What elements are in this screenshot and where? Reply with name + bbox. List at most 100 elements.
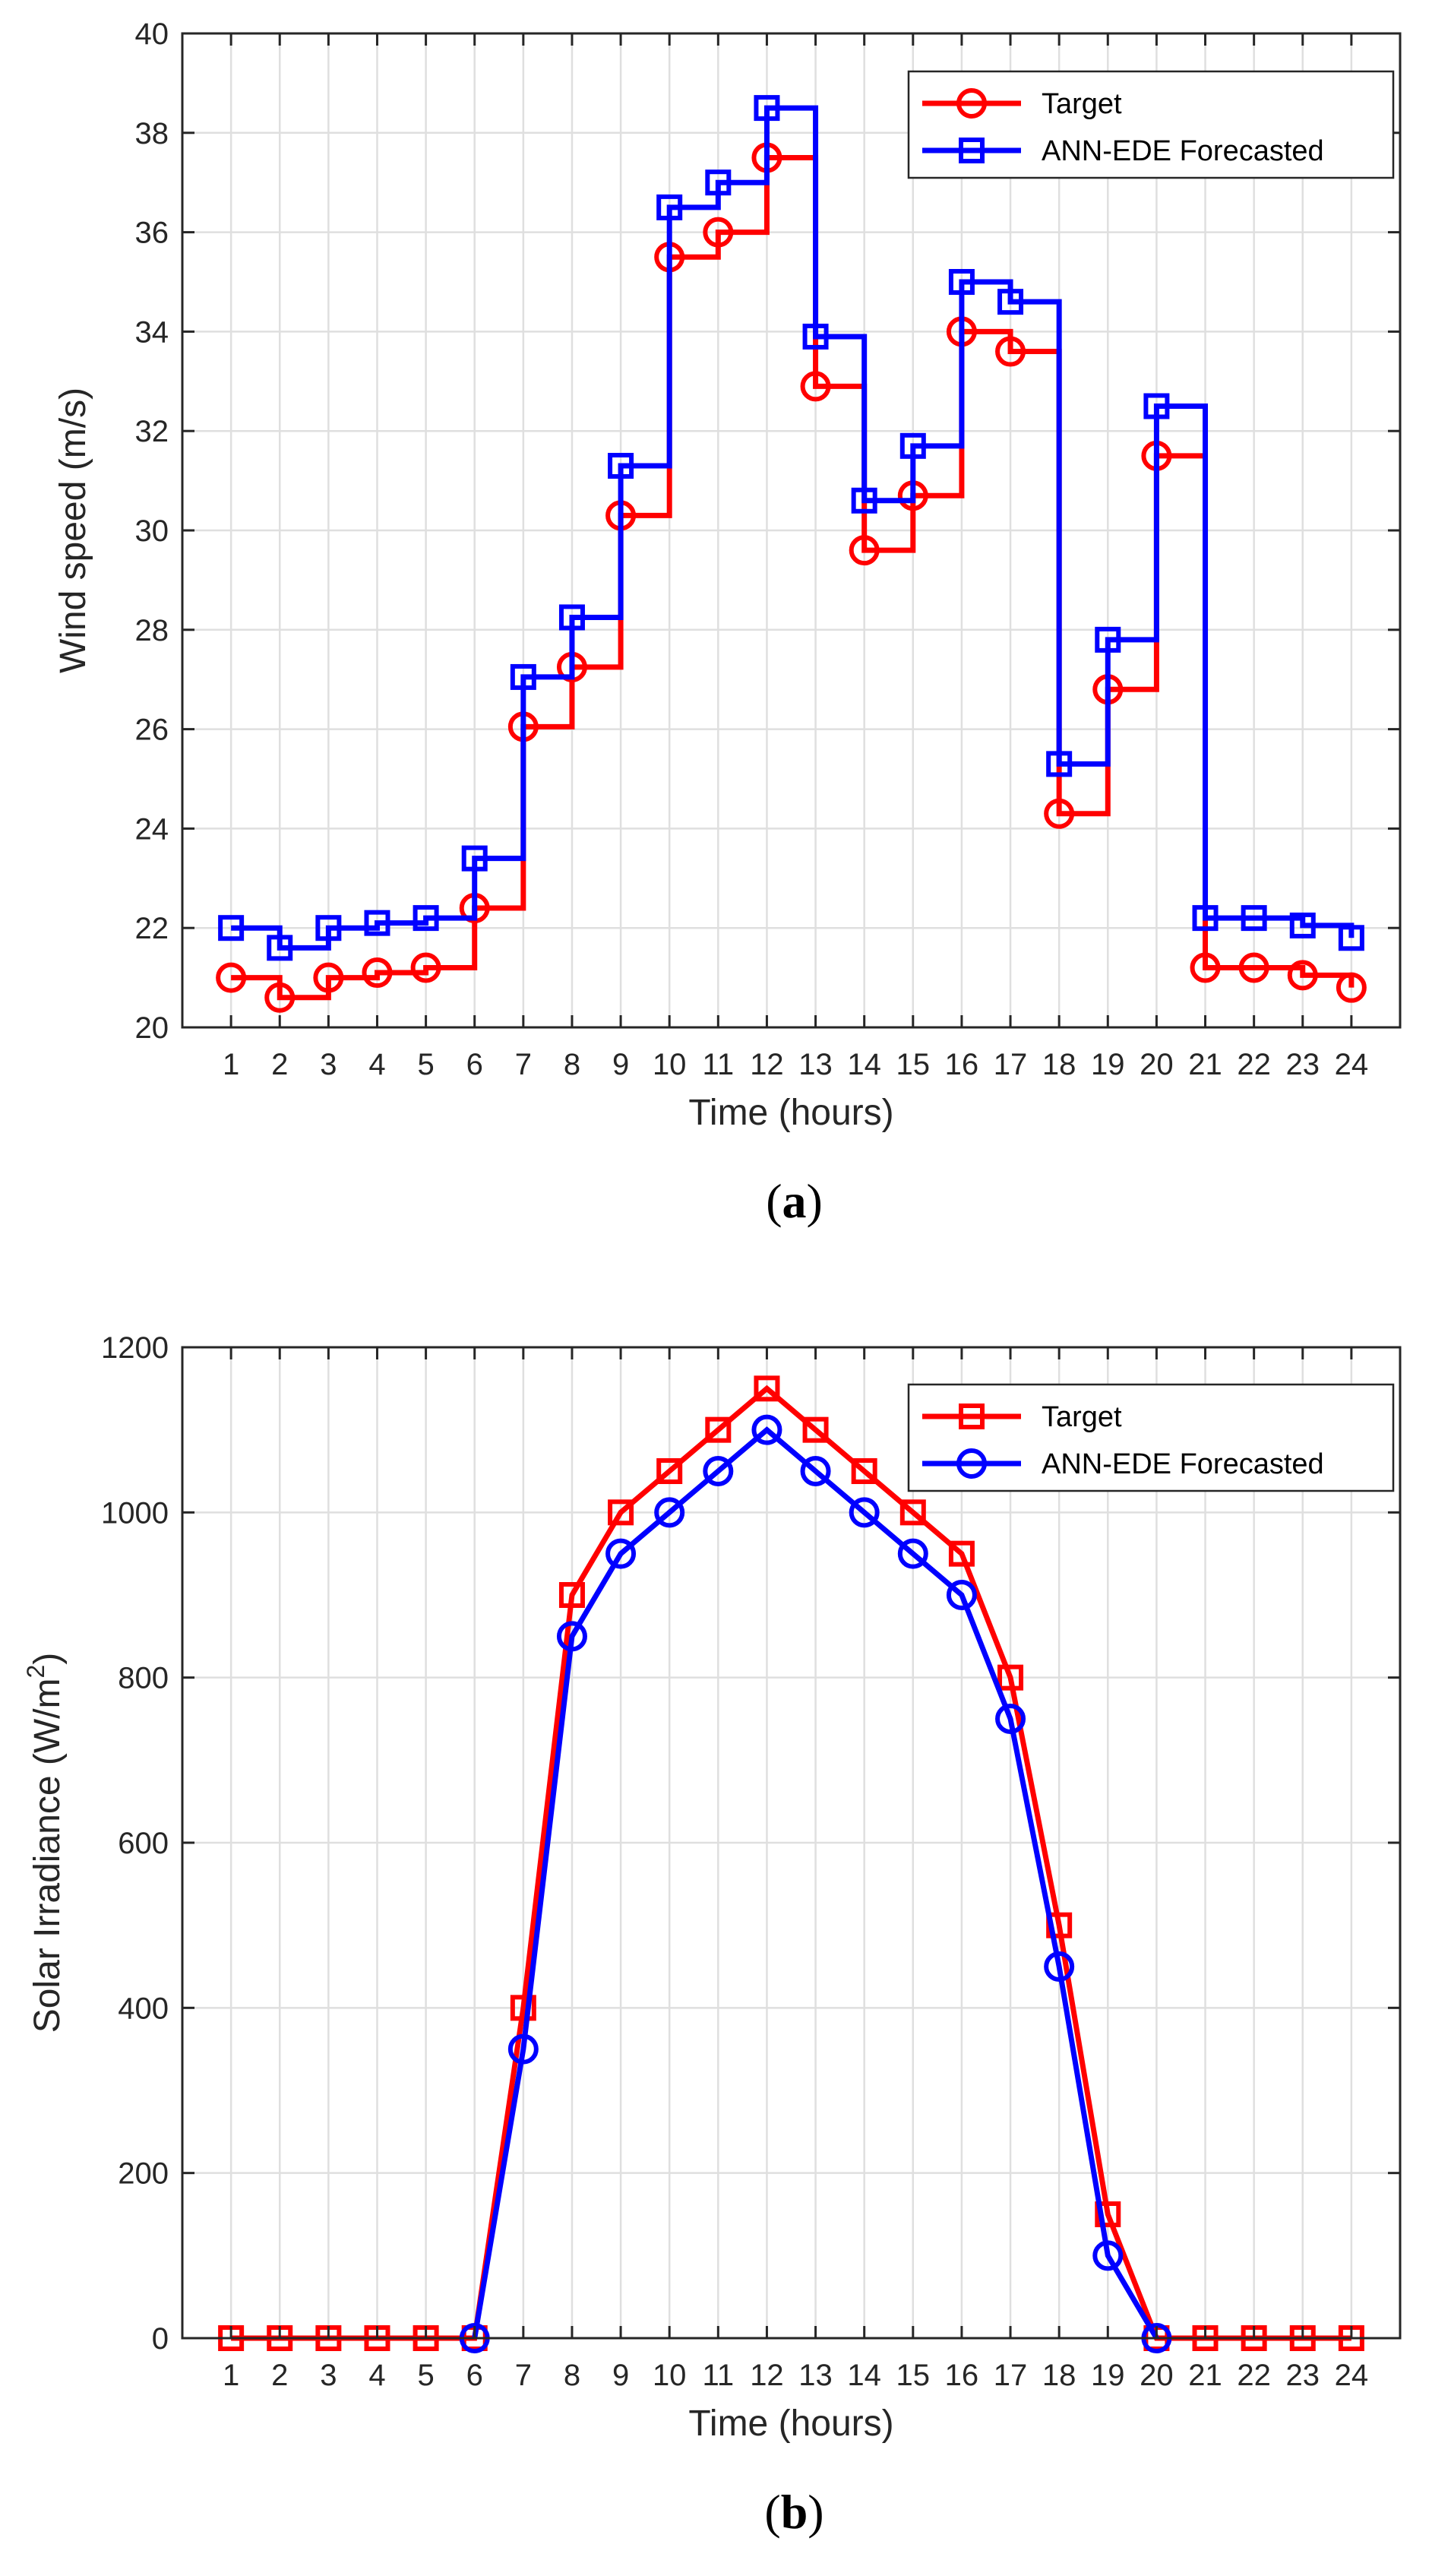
legend-label: Target (1042, 88, 1122, 120)
panel-label: (b) (764, 2485, 823, 2539)
x-tick-label: 9 (612, 1048, 629, 1081)
data-point (948, 269, 975, 295)
data-point (1044, 798, 1075, 829)
x-tick-label: 23 (1286, 1048, 1320, 1081)
chart-panel-b: 1 2 3 4 5 6 7 8 9 10 11 12 13 14 15 16 17 18 19 20 21 22 23 240… (22, 1331, 1402, 2539)
data-point (705, 169, 732, 196)
legend-box (907, 70, 1395, 179)
data-point (461, 845, 488, 872)
x-tick-label: 15 (896, 2359, 931, 2392)
data-point (267, 935, 293, 961)
x-tick-label: 1 (223, 1048, 239, 1081)
series-ann-ede-forecasted (218, 95, 1364, 961)
y-tick-label: 38 (135, 117, 169, 150)
data-point (899, 432, 926, 459)
legend-box (907, 1383, 1395, 1492)
data-point (654, 1497, 685, 1528)
data-point (948, 1540, 975, 1567)
y-tick-label: 26 (135, 714, 169, 747)
data-point (507, 2033, 539, 2065)
data-point (705, 1416, 732, 1443)
panel-paren-close: ) (807, 1174, 823, 1228)
y-tick-label: 34 (135, 315, 169, 349)
data-point (802, 323, 829, 350)
y-tick-label: 20 (135, 1011, 169, 1045)
data-point (851, 1458, 877, 1484)
data-point (849, 535, 880, 566)
grid (182, 1346, 1400, 2340)
data-point (362, 957, 393, 989)
x-tick-label: 7 (515, 1048, 532, 1081)
panel-paren-open: ( (764, 2485, 780, 2539)
panel-letter: b (781, 2485, 808, 2539)
data-point (997, 1664, 1024, 1691)
x-tick-label: 8 (564, 1048, 580, 1081)
y-axis-label-end: ) (27, 1653, 68, 1665)
panel-paren-close: ) (808, 2485, 823, 2539)
x-tick-label: 10 (653, 2359, 687, 2392)
x-tick-label: 10 (653, 1048, 687, 1081)
y-tick-label: 1000 (101, 1496, 169, 1530)
x-tick-label: 18 (1042, 1048, 1076, 1081)
x-tick-label: 21 (1188, 2359, 1222, 2392)
x-tick-label: 20 (1140, 1048, 1174, 1081)
series-line (231, 105, 1355, 951)
data-point (1289, 912, 1316, 938)
data-point (849, 1497, 880, 1528)
data-point (946, 1580, 977, 1610)
data-point (800, 1456, 831, 1486)
data-point (851, 487, 877, 514)
data-point (556, 1621, 587, 1652)
x-tick-label: 23 (1286, 2359, 1320, 2392)
x-tick-label: 3 (320, 1048, 337, 1081)
x-tick-label: 11 (703, 1048, 735, 1081)
x-tick-label: 6 (466, 1048, 483, 1081)
x-tick-label: 19 (1091, 1048, 1125, 1081)
data-point (1046, 751, 1073, 777)
y-tick-label: 30 (135, 514, 169, 548)
x-tick-label: 24 (1335, 2359, 1369, 2392)
data-point (754, 95, 780, 122)
legend: Target ANN-EDE Forecasted (907, 1383, 1395, 1492)
series-line (472, 1426, 1159, 2340)
data-point (997, 289, 1024, 315)
x-tick-label: 24 (1335, 1048, 1369, 1081)
data-point (751, 1414, 782, 1445)
x-tick-label: 11 (703, 2359, 735, 2392)
y-tick-label: 0 (152, 2322, 169, 2356)
y-tick-label: 28 (135, 614, 169, 647)
x-tick-label: 13 (798, 2359, 833, 2392)
series-ann-ede-forecasted (459, 1414, 1172, 2353)
y-tick-label: 36 (135, 217, 169, 250)
x-tick-label: 12 (750, 2359, 784, 2392)
data-point (703, 217, 734, 248)
x-tick-label: 22 (1237, 2359, 1271, 2392)
data-point (1092, 2240, 1124, 2271)
x-tick-label: 14 (847, 1048, 881, 1081)
data-point (995, 336, 1026, 367)
y-tick-label: 600 (118, 1827, 169, 1860)
legend-marker (959, 138, 985, 163)
data-point (510, 663, 536, 690)
legend: Target ANN-EDE Forecasted (907, 70, 1395, 179)
data-point (754, 1375, 780, 1402)
data-point (216, 962, 247, 993)
legend-marker (959, 1404, 985, 1429)
data-point (218, 915, 245, 941)
legend-label: ANN-EDE Forecasted (1042, 1448, 1324, 1480)
tick-marks (182, 32, 1400, 1029)
y-axis-label-main: Solar Irradiance (W/m (27, 1679, 68, 2033)
data-point (703, 1456, 734, 1486)
data-point (1287, 960, 1318, 991)
x-tick-label: 12 (750, 1048, 784, 1081)
x-tick-label: 21 (1188, 1048, 1222, 1081)
y-tick-label: 800 (118, 1662, 169, 1695)
y-tick-label: 32 (135, 415, 169, 448)
data-point (605, 1538, 637, 1569)
x-tick-label: 17 (994, 2359, 1028, 2392)
data-point (264, 982, 296, 1013)
data-point (608, 1499, 634, 1526)
data-point (802, 1416, 829, 1443)
data-point (897, 1538, 928, 1569)
data-point (656, 194, 683, 220)
